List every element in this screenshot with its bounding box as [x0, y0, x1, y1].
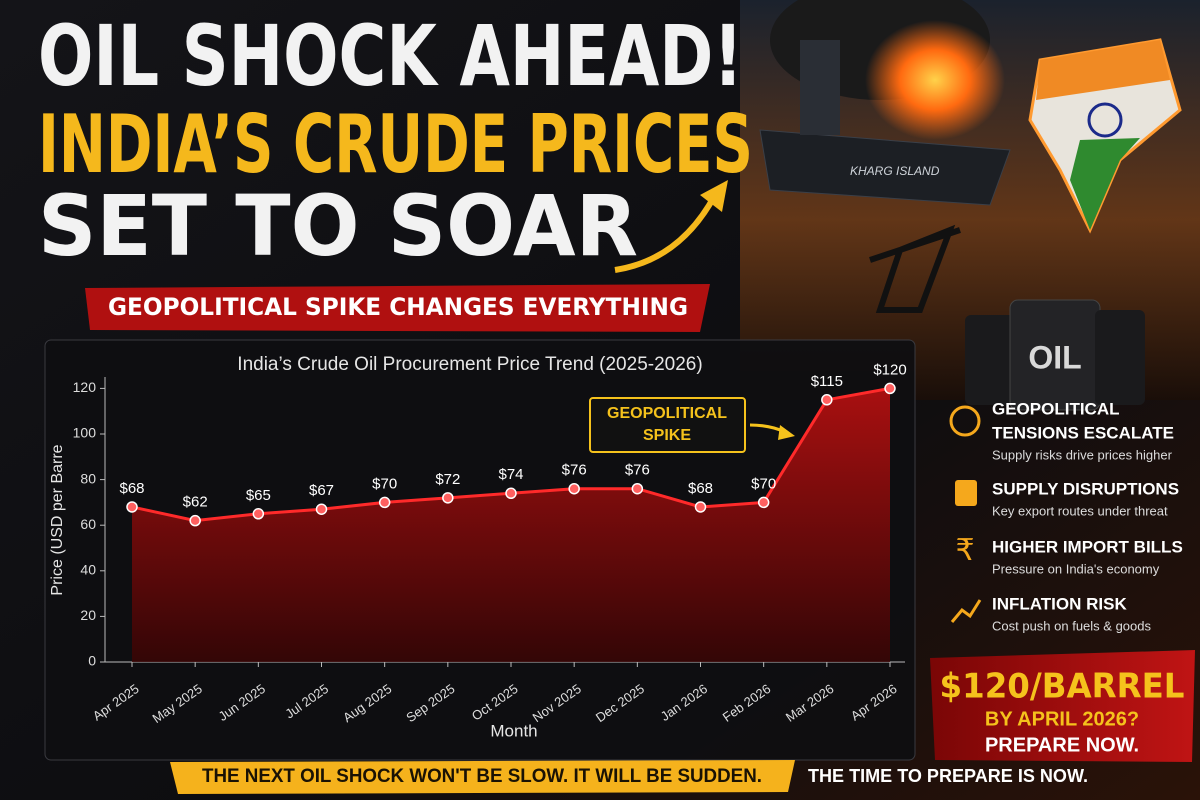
- value-label: $70: [751, 475, 776, 492]
- ship-label: KHARG ISLAND: [850, 164, 940, 178]
- annotation-arrow-head: [778, 425, 795, 440]
- value-label: $68: [688, 480, 713, 497]
- point: [884, 382, 896, 395]
- point: [252, 508, 265, 520]
- point-text: Key export routes under threat: [992, 503, 1168, 518]
- point: [568, 482, 580, 495]
- barrel-label: OIL: [1028, 339, 1081, 375]
- chart-title: India’s Crude Oil Procurement Price Tren…: [237, 354, 702, 375]
- callout: BY APRIL 2026?: [985, 708, 1139, 730]
- annotation: SPIKE: [643, 427, 691, 444]
- footer: THE NEXT OIL SHOCK WON'T BE SLOW. IT WIL…: [202, 766, 762, 787]
- point: [757, 496, 770, 509]
- point: [505, 487, 517, 500]
- y-tick-label: 0: [88, 653, 96, 669]
- icon-barrel: [955, 480, 977, 506]
- value-label: $68: [119, 480, 144, 497]
- y-tick-label: 80: [80, 470, 96, 486]
- headline: INDIA’S CRUDE PRICES: [38, 98, 753, 191]
- point-text: Pressure on India's economy: [992, 561, 1160, 576]
- y-tick-label: 100: [73, 425, 97, 441]
- callout: $120/BARREL: [940, 667, 1185, 707]
- banner: GEOPOLITICAL SPIKE CHANGES EVERYTHING: [108, 293, 688, 321]
- point: [189, 514, 201, 527]
- annotation-box: [589, 397, 746, 453]
- value-label: $72: [435, 471, 460, 488]
- value-label: $62: [183, 494, 208, 511]
- point-text: Cost push on fuels & goods: [992, 618, 1151, 633]
- y-tick-label: 40: [80, 562, 96, 578]
- point: [442, 492, 454, 504]
- x-axis-label: Month: [490, 721, 537, 740]
- callout-bg: [930, 650, 1195, 762]
- value-label: $74: [498, 466, 523, 483]
- flag-wheel: [1087, 102, 1123, 138]
- icon-chart: [950, 599, 982, 623]
- ship-tower: [800, 40, 840, 135]
- point-title: INFLATION RISK: [992, 594, 1127, 613]
- icon-globe: [949, 405, 981, 437]
- headline: OIL SHOCK AHEAD!: [38, 7, 743, 105]
- y-tick-label: 60: [80, 516, 96, 532]
- y-tick-label: 120: [73, 379, 97, 395]
- value-label: $65: [246, 487, 271, 504]
- value-label: $120: [873, 361, 906, 378]
- point: [631, 482, 644, 495]
- value-label: $76: [625, 462, 650, 479]
- callout: PREPARE NOW.: [985, 734, 1139, 756]
- area: [132, 388, 890, 662]
- point-list: ₹: [949, 405, 982, 623]
- point-title: GEOPOLITICAL: [992, 399, 1120, 418]
- point: [694, 501, 707, 513]
- y-tick-label: 20: [80, 607, 96, 623]
- y-axis-label: Price (USD per Barre: [49, 444, 66, 595]
- banner-bg: [85, 284, 710, 332]
- point-title: HIGHER IMPORT BILLS: [992, 537, 1183, 556]
- arrow: [614, 193, 718, 273]
- point: [315, 503, 328, 515]
- point: [126, 501, 138, 513]
- point: [378, 496, 391, 509]
- flag-band: [1036, 40, 1170, 100]
- fire: [865, 20, 1005, 140]
- value-label: $70: [372, 475, 397, 492]
- value-label: $115: [811, 373, 843, 390]
- ship: [759, 129, 1011, 206]
- pumpjack: [869, 224, 961, 313]
- annotation: GEOPOLITICAL: [607, 405, 727, 422]
- point-title: TENSIONS ESCALATE: [992, 423, 1174, 442]
- barrel: [1095, 310, 1145, 405]
- barrel: [965, 315, 1015, 405]
- footer-bg: [170, 760, 795, 794]
- value-label: $67: [309, 482, 334, 499]
- point-title: SUPPLY DISRUPTIONS: [992, 479, 1179, 498]
- value-label: $76: [562, 462, 587, 479]
- footer: THE TIME TO PREPARE IS NOW.: [808, 766, 1088, 786]
- headline: SET TO SOAR: [38, 177, 638, 275]
- point: [821, 394, 833, 406]
- point-text: Supply risks drive prices higher: [992, 447, 1173, 462]
- arrow-head: [700, 180, 728, 212]
- flag-band: [1070, 138, 1140, 230]
- icon-rupee: ₹: [955, 534, 974, 567]
